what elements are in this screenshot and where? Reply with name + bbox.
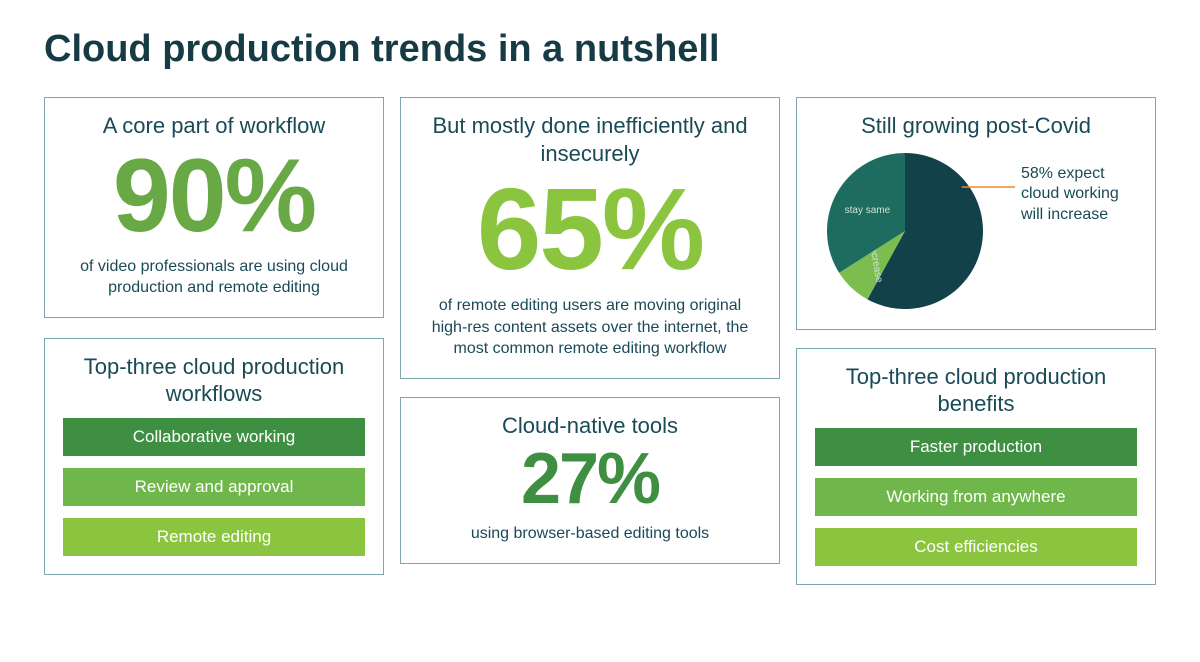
box-core-title: A core part of workflow [63, 112, 365, 140]
box-ineff-percent: 65% [419, 171, 761, 287]
benefit-bar-0: Faster production [815, 428, 1137, 466]
pie-label-stay-same: stay same [845, 204, 891, 215]
box-post-covid: Still growing post-Covid decreasestay sa… [796, 97, 1156, 330]
benefits-bars: Faster production Working from anywhere Co… [815, 428, 1137, 566]
box-top-workflows: Top-three cloud production workflows Col… [44, 338, 384, 575]
box-native-title: Cloud-native tools [419, 412, 761, 440]
benefit-bar-1: Working from anywhere [815, 478, 1137, 516]
benefit-bar-2: Cost efficiencies [815, 528, 1137, 566]
box-workflows-title: Top-three cloud production workflows [63, 353, 365, 408]
middle-column: But mostly done inefficiently and insecu… [400, 97, 780, 564]
pie-chart: decreasestay same [815, 146, 1015, 311]
workflow-bar-2: Remote editing [63, 518, 365, 556]
box-native-percent: 27% [419, 443, 761, 515]
box-core-workflow: A core part of workflow 90% of video pro… [44, 97, 384, 318]
box-top-benefits: Top-three cloud production benefits Fast… [796, 348, 1156, 585]
workflows-bars: Collaborative working Review and approval… [63, 418, 365, 556]
left-column: A core part of workflow 90% of video pro… [44, 97, 384, 575]
infographic-grid: A core part of workflow 90% of video pro… [44, 97, 1156, 605]
workflow-bar-0: Collaborative working [63, 418, 365, 456]
box-ineff-title: But mostly done inefficiently and insecu… [419, 112, 761, 167]
box-native-desc: using browser-based editing tools [419, 523, 761, 545]
box-pie-title: Still growing post-Covid [815, 112, 1137, 140]
box-inefficient: But mostly done inefficiently and insecu… [400, 97, 780, 379]
pie-caption: 58% expect cloud working will increase [1021, 164, 1137, 226]
box-cloud-native: Cloud-native tools 27% using browser-bas… [400, 397, 780, 564]
page-title: Cloud production trends in a nutshell [44, 28, 1156, 71]
box-benefits-title: Top-three cloud production benefits [815, 363, 1137, 418]
right-column: Still growing post-Covid decreasestay sa… [796, 97, 1156, 585]
workflow-bar-1: Review and approval [63, 468, 365, 506]
box-core-percent: 90% [63, 144, 365, 248]
box-core-desc: of video professionals are using cloud p… [63, 256, 365, 299]
box-ineff-desc: of remote editing users are moving origi… [419, 295, 761, 360]
